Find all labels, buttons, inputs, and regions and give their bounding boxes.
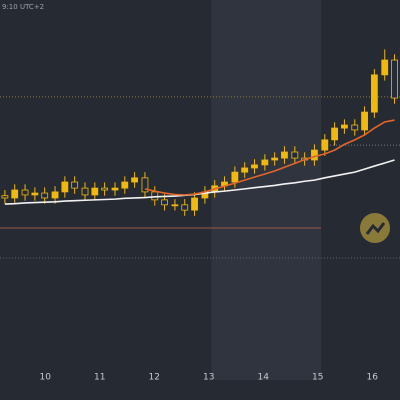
candle-body	[261, 159, 269, 166]
candle-body	[21, 189, 29, 196]
candle-body	[341, 124, 348, 129]
plot	[0, 0, 400, 380]
x-tick-label: 15	[312, 373, 323, 383]
candle-body	[370, 74, 378, 113]
candle-body	[181, 204, 189, 211]
x-tick-label: 16	[366, 373, 378, 383]
candle-body	[381, 59, 389, 76]
ma-line	[144, 119, 395, 196]
candle-body	[121, 181, 129, 189]
logo-mark	[365, 222, 386, 235]
candle-body	[291, 151, 299, 159]
candle-body	[321, 139, 329, 151]
candle-body	[171, 204, 179, 207]
candle-body	[251, 164, 258, 169]
candle-body	[71, 181, 79, 189]
candle-body	[101, 187, 109, 191]
candle-body	[41, 192, 49, 199]
candle-body	[311, 149, 318, 161]
candle-body	[131, 177, 139, 183]
candle-body	[191, 197, 198, 211]
candle-body	[111, 187, 119, 191]
x-tick-label: 13	[203, 373, 214, 383]
candle-body	[271, 157, 279, 161]
candle-body	[91, 187, 99, 196]
candle-body	[231, 171, 239, 183]
candle-body	[281, 151, 288, 159]
candle-body	[81, 187, 89, 196]
candle-body	[151, 191, 159, 201]
candle-body	[391, 59, 398, 99]
subtitle: 9:10 UTC+2	[2, 3, 44, 11]
logo	[360, 213, 390, 243]
x-tick-label: 11	[94, 373, 105, 383]
x-tick-label: 10	[40, 373, 52, 383]
candle-body	[161, 199, 168, 206]
candle-body	[361, 111, 368, 131]
candle-body	[1, 195, 9, 199]
x-tick-label: 14	[257, 373, 269, 383]
x-tick-label: 12	[148, 373, 159, 383]
candle-body	[331, 127, 339, 141]
candle-body	[141, 177, 149, 193]
candle-body	[61, 181, 69, 193]
candle-body	[351, 124, 359, 131]
candle-body	[51, 191, 59, 199]
candle-body	[31, 192, 39, 196]
candle-body	[11, 189, 19, 199]
candle-body	[241, 167, 249, 173]
